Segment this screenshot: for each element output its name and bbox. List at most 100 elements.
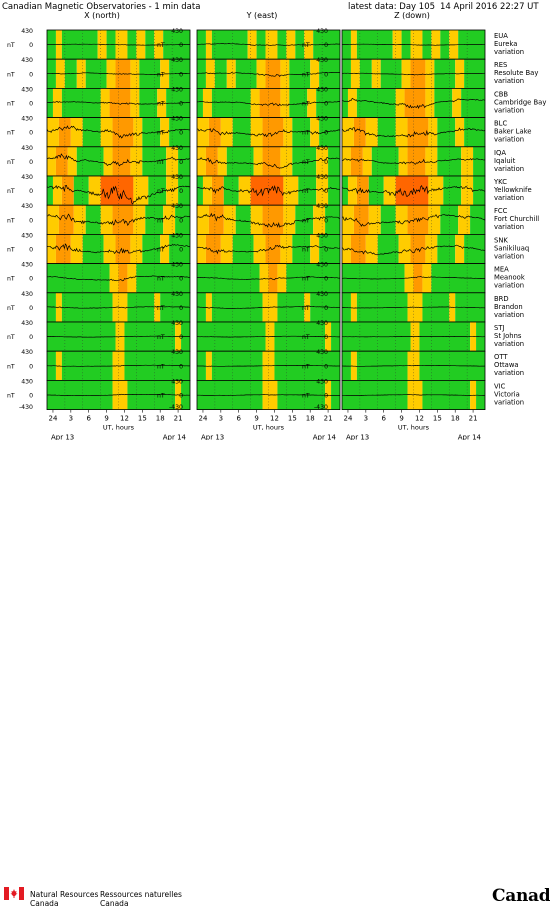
activity-band (328, 146, 340, 176)
station-name: Cambridge Bay (494, 98, 546, 106)
activity-band (130, 59, 140, 89)
y-unit-label: nT (157, 334, 165, 341)
y-tick-label: 0 (179, 71, 183, 78)
activity-band (410, 30, 423, 60)
activity-band (342, 146, 351, 176)
y-unit-label: nT (7, 130, 15, 137)
activity-band (133, 176, 149, 206)
activity-band (133, 117, 143, 147)
x-tick-label: 12 (415, 415, 424, 423)
y-tick-label: 430 (171, 320, 183, 327)
variation-trace (46, 275, 191, 282)
activity-band (434, 88, 453, 118)
station-variation-label: variation (494, 223, 524, 231)
activity-band (160, 234, 170, 264)
y-tick-label: 0 (324, 217, 328, 224)
station-variation-label: variation (494, 106, 524, 114)
y-tick-label: 0 (29, 42, 33, 49)
activity-band (331, 380, 340, 410)
y-tick-label: 430 (21, 116, 33, 123)
variation-trace (197, 306, 341, 309)
activity-band (464, 117, 485, 147)
y-tick-label: 0 (29, 305, 33, 312)
y-tick-label: 430 (171, 145, 183, 152)
activity-band (283, 176, 299, 206)
activity-band (154, 292, 161, 322)
station-code: FCC (494, 207, 508, 215)
x-tick-label: 3 (69, 415, 73, 423)
activity-band (205, 351, 212, 381)
activity-band (70, 117, 83, 147)
station-code: RES (494, 61, 507, 69)
activity-band (377, 117, 396, 147)
activity-band (410, 234, 426, 264)
activity-band (410, 59, 426, 89)
y-unit-label: nT (302, 363, 310, 370)
y-tick-label: 0 (179, 334, 183, 341)
activity-band (115, 234, 131, 264)
activity-band (73, 205, 86, 235)
activity-band (205, 234, 221, 264)
activity-band (262, 146, 281, 176)
variation-trace (341, 185, 486, 197)
y-tick-label: 0 (324, 42, 328, 49)
variation-trace (341, 306, 486, 309)
activity-band (211, 292, 263, 322)
y-unit-label: nT (7, 101, 15, 108)
y-tick-label: 430 (171, 378, 183, 385)
activity-band (250, 205, 263, 235)
activity-band (205, 30, 212, 60)
latest-data-label: latest data: Day 105 (348, 2, 436, 12)
y-tick-label: 430 (21, 57, 33, 64)
x-tick-label: 24 (48, 415, 57, 423)
station-name: Eureka (494, 40, 517, 48)
activity-band (103, 234, 116, 264)
y-unit-label: nT (157, 42, 165, 49)
variation-trace (196, 364, 340, 367)
x-tick-label: 18 (156, 415, 165, 423)
activity-band (100, 205, 113, 235)
activity-band (342, 176, 348, 206)
activity-band (197, 176, 203, 206)
variation-trace (341, 244, 486, 256)
x-tick-label: 12 (120, 415, 129, 423)
date-time-label: 14 April 2016 22:27 UT (440, 2, 539, 12)
activity-band (55, 146, 68, 176)
activity-band (47, 146, 56, 176)
y-tick-label: 0 (179, 159, 183, 166)
station-variation-label: variation (494, 48, 524, 56)
y-unit-label: nT (302, 393, 310, 400)
date-right-label: Apr 14 (163, 434, 187, 440)
activity-band (383, 176, 396, 206)
activity-band (145, 205, 164, 235)
activity-band (100, 117, 113, 147)
activity-band (342, 59, 351, 89)
activity-band (428, 117, 438, 147)
activity-band (250, 117, 263, 147)
activity-band (316, 146, 329, 176)
station-name: Resolute Bay (494, 69, 538, 77)
activity-band (58, 117, 71, 147)
activity-band (232, 117, 251, 147)
column-header-2: Z (down) (394, 11, 430, 20)
x-tick-label: 3 (219, 415, 223, 423)
y-tick-label: 430 (316, 291, 328, 298)
canada-wordmark: Canada (492, 886, 550, 906)
activity-band (160, 117, 170, 147)
y-tick-label: 430 (171, 86, 183, 93)
department-name-french-line2: Canada (100, 899, 129, 908)
activity-band (350, 234, 366, 264)
y-tick-label: -430 (314, 404, 328, 411)
activity-band (211, 30, 248, 60)
activity-band (217, 146, 227, 176)
activity-band (223, 205, 236, 235)
activity-band (202, 176, 212, 206)
activity-band (437, 146, 462, 176)
y-unit-label: nT (157, 101, 165, 108)
x-tick-label: 9 (254, 415, 258, 423)
date-right-label: Apr 14 (458, 434, 482, 440)
x-axis-label: UT, hours (253, 424, 285, 432)
station-name: Baker Lake (494, 128, 532, 136)
y-tick-label: 0 (324, 130, 328, 137)
activity-band (268, 263, 278, 293)
